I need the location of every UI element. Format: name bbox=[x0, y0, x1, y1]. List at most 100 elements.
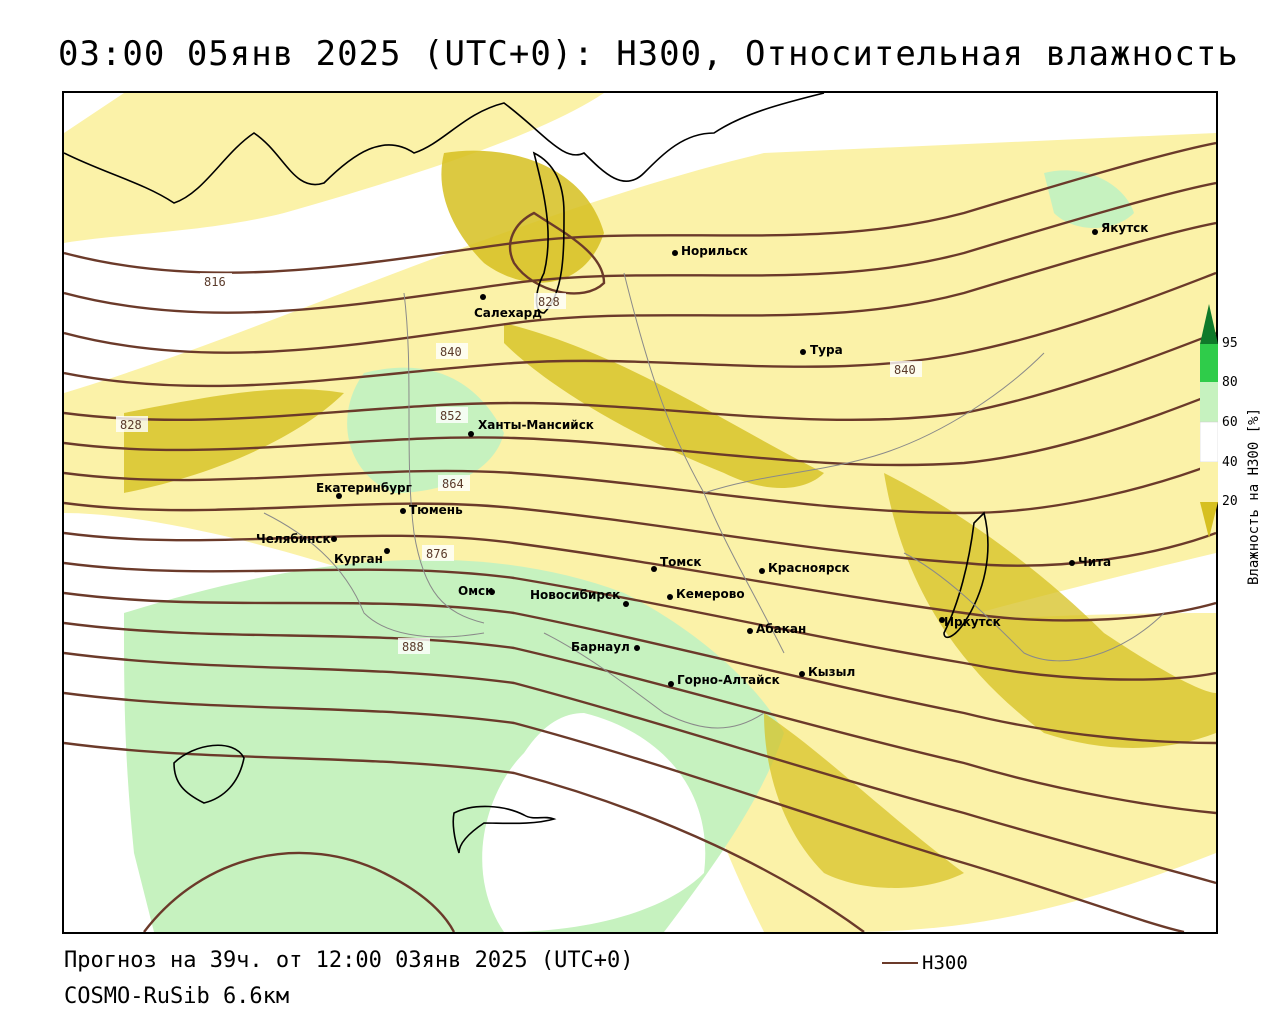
city-markers: Якутск Норильск Салехард Тура Ханты-Манс… bbox=[256, 221, 1148, 687]
region-border bbox=[903, 552, 1165, 662]
map-canvas: 816 828 828 840 840 852 864 876 888 Якут… bbox=[64, 93, 1216, 932]
city-label: Якутск bbox=[1101, 221, 1148, 235]
region-border bbox=[263, 512, 485, 638]
humidity-zone-moist bbox=[1044, 170, 1134, 228]
city-dot bbox=[634, 645, 640, 651]
colorbar-title: Влажность на H300 [%] bbox=[1246, 407, 1262, 585]
city-dot bbox=[799, 671, 805, 677]
h300-contour-line bbox=[64, 461, 1216, 515]
city-dot bbox=[384, 548, 390, 554]
humidity-colorbar bbox=[1200, 304, 1218, 538]
h300-contours bbox=[64, 141, 1216, 932]
h300-contour-line bbox=[64, 141, 1216, 274]
series-legend: H300 bbox=[882, 952, 968, 974]
contour-label: 876 bbox=[426, 547, 448, 561]
h300-contour-line bbox=[143, 851, 456, 932]
colorbar-cap-top bbox=[1200, 304, 1218, 344]
h300-contour-line bbox=[64, 531, 1216, 622]
h300-contour-line bbox=[64, 561, 1216, 681]
h300-contour-line bbox=[64, 391, 1216, 467]
city-dot bbox=[489, 589, 495, 595]
city-label: Кемерово bbox=[676, 587, 745, 601]
city-dot bbox=[672, 250, 678, 256]
contour-label: 840 bbox=[894, 363, 916, 377]
city-dot bbox=[759, 568, 765, 574]
city-dot bbox=[747, 628, 753, 634]
city-label: Норильск bbox=[681, 244, 748, 258]
region-border bbox=[543, 632, 765, 729]
city-dot bbox=[939, 617, 945, 623]
colorbar-band-60-80 bbox=[1200, 382, 1218, 422]
city-label: Салехард bbox=[474, 306, 542, 320]
humidity-fields bbox=[64, 93, 1216, 932]
city-dot bbox=[667, 594, 673, 600]
city-label: Тюмень bbox=[409, 503, 463, 517]
region-border bbox=[403, 292, 485, 624]
contour-label: 852 bbox=[440, 409, 462, 423]
coastline bbox=[532, 151, 565, 314]
city-label: Курган bbox=[334, 552, 383, 566]
city-label: Томск bbox=[660, 555, 702, 569]
contour-label: 864 bbox=[442, 477, 464, 491]
city-label: Ханты-Мансийск bbox=[478, 418, 594, 432]
city-label: Новосибирск bbox=[530, 588, 620, 602]
city-dot bbox=[1069, 560, 1075, 566]
city-dot bbox=[480, 294, 486, 300]
coastline bbox=[943, 511, 989, 639]
colorbar-tick: 40 bbox=[1222, 455, 1238, 470]
map-panel[interactable]: 816 828 828 840 840 852 864 876 888 Якут… bbox=[62, 91, 1218, 934]
colorbar-band-80-95 bbox=[1200, 344, 1218, 382]
h300-contour-line bbox=[64, 691, 1185, 932]
model-name: COSMO-RuSib 6.6км bbox=[64, 984, 290, 1009]
city-label: Кызыл bbox=[808, 665, 855, 679]
region-borders bbox=[263, 272, 1165, 729]
contour-labels: 816 828 828 840 840 852 864 876 888 bbox=[116, 273, 922, 654]
city-dot bbox=[331, 536, 337, 542]
contour-label: 828 bbox=[120, 418, 142, 432]
coastlines bbox=[64, 93, 989, 854]
city-dot bbox=[1092, 229, 1098, 235]
map-title: 03:00 05янв 2025 (UTC+0): H300, Относите… bbox=[58, 34, 1239, 74]
city-label: Красноярск bbox=[768, 561, 850, 575]
forecast-info: Прогноз на 39ч. от 12:00 03янв 2025 (UTC… bbox=[64, 948, 634, 973]
region-border bbox=[703, 352, 1045, 494]
humidity-zone-very-dry bbox=[504, 323, 824, 488]
city-dot bbox=[668, 681, 674, 687]
h300-contour-line bbox=[64, 651, 1216, 885]
city-label: Иркутск bbox=[944, 615, 1001, 629]
city-dot bbox=[400, 508, 406, 514]
h300-contour-line bbox=[64, 621, 1216, 815]
city-label: Горно-Алтайск bbox=[677, 673, 780, 687]
h300-contour-line bbox=[64, 501, 1216, 567]
coastline bbox=[452, 805, 557, 854]
city-dot bbox=[336, 493, 342, 499]
humidity-zone-low bbox=[64, 93, 604, 243]
coastline bbox=[64, 93, 825, 204]
city-label: Тура bbox=[810, 343, 843, 357]
coastline bbox=[173, 744, 245, 804]
colorbar-band-40-60 bbox=[1200, 421, 1218, 463]
humidity-zone-very-dry bbox=[764, 713, 964, 888]
city-dot bbox=[800, 349, 806, 355]
humidity-zone-moist bbox=[347, 367, 504, 493]
city-dot bbox=[623, 601, 629, 607]
city-label: Абакан bbox=[756, 622, 806, 636]
h300-contour-line bbox=[508, 211, 606, 295]
city-dot bbox=[651, 566, 657, 572]
h300-contour-line bbox=[64, 181, 1216, 314]
colorbar-tick: 80 bbox=[1222, 375, 1238, 390]
colorbar-cap-bottom bbox=[1200, 502, 1218, 538]
colorbar-tick: 20 bbox=[1222, 494, 1238, 509]
series-legend-line bbox=[882, 962, 918, 964]
city-label: Екатеринбург bbox=[316, 481, 412, 495]
h300-contour-line bbox=[64, 331, 1216, 422]
h300-contour-line bbox=[64, 591, 1216, 745]
humidity-zone-dry bbox=[482, 713, 706, 932]
region-border bbox=[623, 272, 785, 654]
h300-contour-line bbox=[64, 221, 1216, 354]
contour-label: 840 bbox=[440, 345, 462, 359]
series-legend-label: H300 bbox=[922, 952, 968, 974]
h300-contour-line bbox=[64, 741, 865, 932]
city-label: Чита bbox=[1078, 555, 1111, 569]
colorbar-band-20-40 bbox=[1200, 462, 1218, 502]
